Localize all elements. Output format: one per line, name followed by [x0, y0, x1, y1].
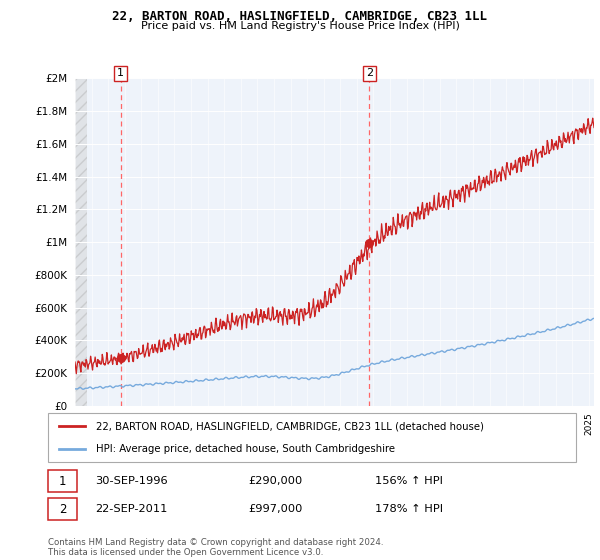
Text: £290,000: £290,000: [248, 476, 303, 486]
Text: 178% ↑ HPI: 178% ↑ HPI: [376, 504, 443, 514]
FancyBboxPatch shape: [48, 413, 576, 462]
Text: Contains HM Land Registry data © Crown copyright and database right 2024.
This d: Contains HM Land Registry data © Crown c…: [48, 538, 383, 557]
Text: Price paid vs. HM Land Registry's House Price Index (HPI): Price paid vs. HM Land Registry's House …: [140, 21, 460, 31]
Text: £997,000: £997,000: [248, 504, 303, 514]
Bar: [75, 78, 86, 406]
Text: 1: 1: [59, 474, 67, 488]
Text: 22, BARTON ROAD, HASLINGFIELD, CAMBRIDGE, CB23 1LL: 22, BARTON ROAD, HASLINGFIELD, CAMBRIDGE…: [113, 10, 487, 22]
Text: 22, BARTON ROAD, HASLINGFIELD, CAMBRIDGE, CB23 1LL (detached house): 22, BARTON ROAD, HASLINGFIELD, CAMBRIDGE…: [95, 421, 484, 431]
Text: HPI: Average price, detached house, South Cambridgeshire: HPI: Average price, detached house, Sout…: [95, 444, 395, 454]
Text: 156% ↑ HPI: 156% ↑ HPI: [376, 476, 443, 486]
Text: 2: 2: [59, 502, 67, 516]
Text: 30-SEP-1996: 30-SEP-1996: [95, 476, 168, 486]
FancyBboxPatch shape: [48, 498, 77, 520]
Text: 2: 2: [366, 68, 373, 78]
FancyBboxPatch shape: [48, 470, 77, 492]
Text: 22-SEP-2011: 22-SEP-2011: [95, 504, 168, 514]
Text: 1: 1: [117, 68, 124, 78]
